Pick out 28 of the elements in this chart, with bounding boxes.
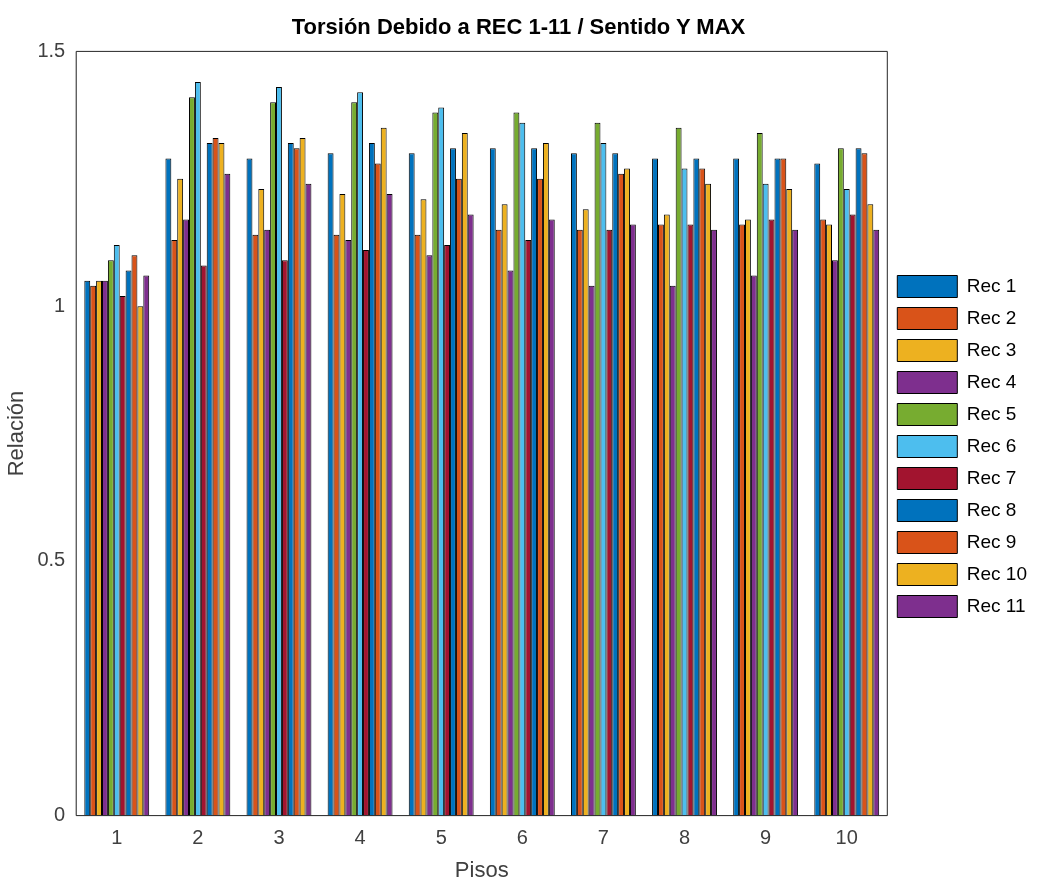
y-tick-label: 1 [54,293,66,316]
legend-label: Rec 7 [966,466,1017,488]
x-tick-label: 10 [835,826,858,849]
legend-label: Rec 6 [966,434,1017,456]
legend-label: Rec 9 [966,530,1017,552]
legend-label: Rec 4 [966,370,1017,392]
x-tick-label: 5 [435,826,447,849]
legend-label: Rec 2 [966,306,1017,328]
y-tick-label: 0.5 [37,548,66,571]
x-tick-label: 2 [192,826,204,849]
y-tick-label: 1.5 [37,38,66,61]
legend-label: Rec 1 [966,274,1017,296]
y-axis-title: Relación [3,390,29,477]
legend-label: Rec 10 [966,562,1027,584]
x-tick-label: 4 [354,826,366,849]
x-tick-label: 9 [760,826,772,849]
x-axis-title: Pisos [454,856,509,882]
x-tick-label: 1 [111,826,123,849]
legend-label: Rec 8 [966,498,1017,520]
legend-label: Rec 11 [966,594,1026,616]
chart-title: Torsión Debido a REC 1-11 / Sentido Y MAX [291,14,746,40]
x-tick-label: 8 [678,826,691,849]
y-tick-label: 0 [54,803,66,826]
legend-label: Rec 5 [966,402,1017,424]
legend-label: Rec 3 [966,338,1017,360]
x-tick-label: 3 [273,826,285,849]
x-tick-label: 6 [516,826,528,849]
x-tick-label: 7 [597,826,609,849]
